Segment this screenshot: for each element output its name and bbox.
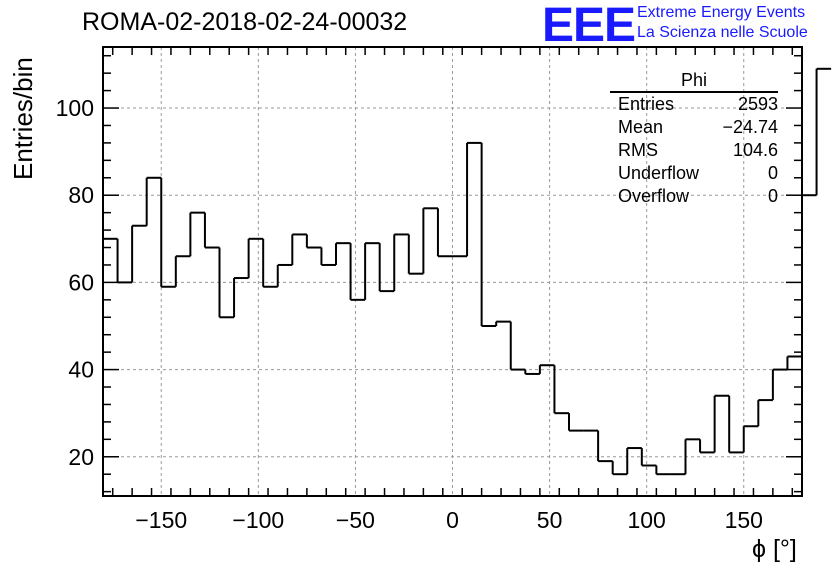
x-tick-label: 100	[627, 507, 665, 533]
stats-row-mean: Mean −24.74	[610, 116, 778, 139]
x-tick-label: −150	[135, 507, 187, 533]
y-axis-label: Entries/bin	[8, 57, 38, 180]
x-tick-label: −100	[232, 507, 284, 533]
x-tick-label: 50	[537, 507, 563, 533]
stats-label: Overflow	[618, 186, 690, 206]
org-name-line2: La Scienza nelle Scuole	[637, 24, 808, 41]
stats-row-rms: RMS 104.6	[610, 139, 778, 162]
x-tick-label: −50	[336, 507, 375, 533]
y-tick-label: 60	[68, 269, 94, 295]
stats-value: 0	[767, 163, 778, 183]
stats-value: 2593	[737, 94, 778, 114]
stats-label: RMS	[618, 140, 658, 160]
y-tick-label: 40	[68, 357, 94, 383]
stats-row-entries: Entries 2593	[610, 93, 778, 116]
stats-label: Entries	[618, 94, 675, 114]
x-axis-label: ϕ [°]	[752, 535, 797, 563]
y-tick-label: 80	[68, 182, 94, 208]
stats-label: Mean	[618, 117, 664, 137]
stats-value: −24.74	[722, 117, 778, 137]
stats-title: Phi	[610, 70, 778, 93]
stats-value: 0	[767, 186, 778, 206]
stats-box: Phi Entries 2593 Mean −24.74 RMS 104.6 U…	[610, 70, 778, 208]
x-tick-label: 0	[446, 507, 459, 533]
org-name-line1: Extreme Energy Events	[637, 4, 806, 21]
stats-row-overflow: Overflow 0	[610, 185, 778, 208]
x-tick-label: 150	[725, 507, 763, 533]
y-tick-label: 100	[56, 95, 94, 121]
stats-label: Underflow	[618, 163, 700, 183]
eee-logo: EEE	[542, 0, 636, 52]
stats-row-underflow: Underflow 0	[610, 162, 778, 185]
stats-value: 104.6	[732, 140, 778, 160]
chart-title: ROMA-02-2018-02-24-00032	[82, 8, 408, 36]
plot-frame	[102, 46, 803, 497]
y-tick-label: 20	[68, 444, 94, 470]
